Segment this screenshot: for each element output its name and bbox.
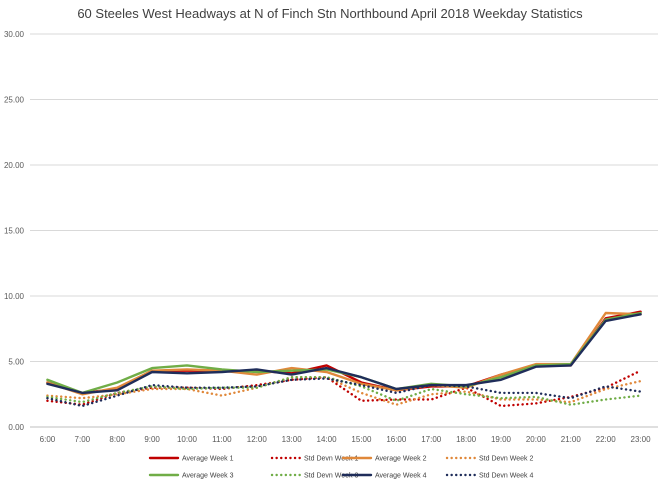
y-axis-ticks: 0.00 5.00 10.00 15.00 20.00 25.00 30.00: [4, 30, 25, 432]
legend-label: Average Week 1: [182, 456, 234, 463]
x-tick-label: 9:00: [144, 435, 160, 444]
y-tick-label: 15.00: [4, 227, 25, 236]
x-tick-label: 8:00: [109, 435, 125, 444]
legend-label: Average Week 2: [375, 456, 427, 463]
x-tick-label: 17:00: [421, 435, 442, 444]
y-tick-label: 5.00: [8, 358, 24, 367]
legend-label: Std Devn Week 1: [304, 456, 358, 463]
legend-label: Average Week 4: [375, 473, 427, 480]
y-tick-label: 20.00: [4, 161, 25, 170]
x-tick-label: 6:00: [40, 435, 56, 444]
x-tick-label: 15:00: [351, 435, 372, 444]
series-line-std-devn-week-2: [46, 376, 642, 406]
legend-label: Average Week 3: [182, 473, 234, 480]
series-line-average-week-4: [46, 313, 642, 395]
y-tick-label: 0.00: [8, 423, 24, 432]
x-axis-ticks: 6:00 7:00 8:00 9:00 10:00 11:00 12:00 13:00 14:0…: [40, 435, 651, 444]
x-tick-label: 23:00: [631, 435, 652, 444]
y-tick-label: 25.00: [4, 96, 25, 105]
x-tick-label: 21:00: [561, 435, 582, 444]
y-tick-label: 30.00: [4, 30, 25, 39]
legend-label: Std Devn Week 2: [479, 456, 533, 463]
x-tick-label: 18:00: [456, 435, 477, 444]
x-tick-label: 22:00: [596, 435, 617, 444]
series-line-average-week-2: [46, 311, 642, 396]
legend: Average Week 1 Std Devn Week 1 Average Wee…: [148, 456, 533, 480]
series-line-std-devn-week-4: [46, 377, 642, 408]
x-tick-label: 19:00: [491, 435, 512, 444]
x-tick-label: 10:00: [177, 435, 198, 444]
gridlines: [30, 33, 658, 428]
x-tick-label: 13:00: [282, 435, 303, 444]
series-line-std-devn-week-3: [46, 376, 642, 406]
y-tick-label: 10.00: [4, 292, 25, 301]
legend-label: Std Devn Week 3: [304, 473, 358, 480]
x-tick-label: 11:00: [212, 435, 232, 444]
x-tick-label: 7:00: [75, 435, 91, 444]
legend-label: Std Devn Week 4: [479, 473, 533, 480]
x-tick-label: 20:00: [526, 435, 547, 444]
x-tick-label: 16:00: [386, 435, 407, 444]
chart-title: 60 Steeles West Headways at N of Finch S…: [77, 6, 583, 21]
series-lines: [46, 310, 642, 408]
x-tick-label: 14:00: [317, 435, 338, 444]
x-tick-label: 12:00: [247, 435, 268, 444]
